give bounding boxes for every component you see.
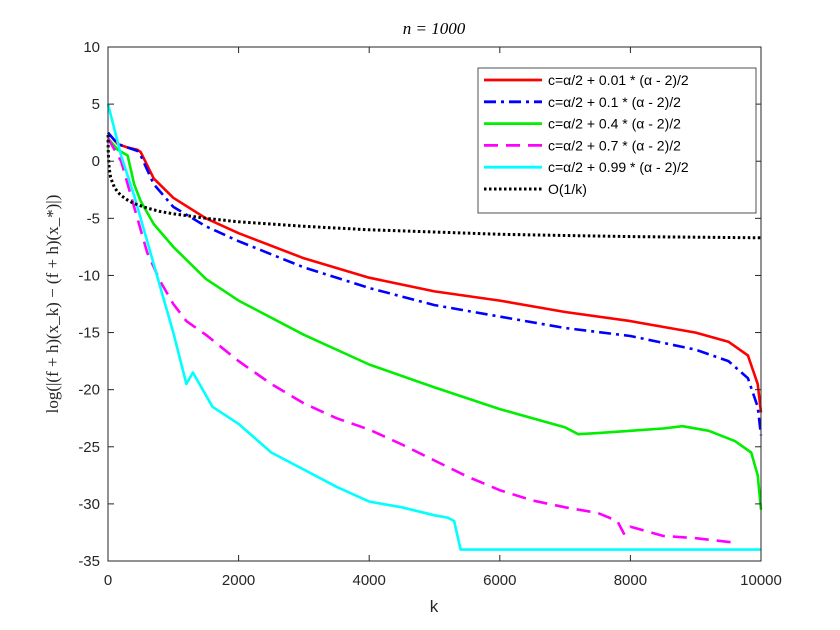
legend-label-6: O(1/k) <box>548 181 587 197</box>
legend-label-1: c=α/2 + 0.01 * (α - 2)/2 <box>548 72 689 88</box>
y-tick-label: 0 <box>92 153 100 170</box>
y-tick-label: -25 <box>78 439 100 456</box>
series-line-2 <box>107 131 763 436</box>
y-tick-label: -5 <box>87 210 100 227</box>
legend-label-5: c=α/2 + 0.99 * (α - 2)/2 <box>548 159 689 175</box>
chart-title: n = 1000 <box>403 19 466 38</box>
y-tick-label: -30 <box>78 496 100 513</box>
x-axis-label: k <box>430 597 439 616</box>
legend-label-2: c=α/2 + 0.1 * (α - 2)/2 <box>548 94 681 110</box>
y-axis-label: log(|(f + h)(x_k) − (f + h)(x_*)|) <box>43 195 62 414</box>
y-tick-label: -15 <box>78 325 100 342</box>
legend-label-3: c=α/2 + 0.4 * (α - 2)/2 <box>548 116 681 132</box>
y-tick-label: -20 <box>78 382 100 399</box>
series-line-6 <box>106 135 762 240</box>
x-tick-label: 0 <box>104 572 112 589</box>
series-line-3 <box>107 137 763 510</box>
x-tick-label: 2000 <box>222 572 255 589</box>
plot-frame <box>107 46 762 562</box>
legend-label-4: c=α/2 + 0.7 * (α - 2)/2 <box>548 137 681 153</box>
legend: c=α/2 + 0.01 * (α - 2)/2 c=α/2 + 0.1 * (α… <box>477 67 757 214</box>
ticks-layer: 0 2000 4000 6000 8000 10000 10 5 0 -5 -10 -15 -20 -25… <box>78 39 782 589</box>
x-tick-label: 10000 <box>740 572 782 589</box>
y-tick-label: 10 <box>83 39 100 56</box>
series-layer <box>106 103 763 551</box>
x-tick-label: 8000 <box>614 572 647 589</box>
series-line-4 <box>106 137 736 544</box>
y-tick-label: -35 <box>78 553 100 570</box>
x-tick-label: 4000 <box>353 572 386 589</box>
series-line-5 <box>106 103 761 551</box>
y-tick-label: 5 <box>92 96 100 113</box>
y-tick-label: -10 <box>78 267 100 284</box>
x-tick-label: 6000 <box>483 572 516 589</box>
